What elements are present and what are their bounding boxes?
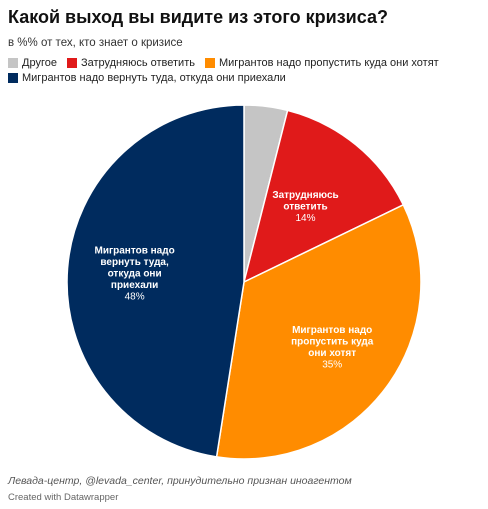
legend-label-let-through: Мигрантов надо пропустить куда они хотят [218, 57, 439, 69]
pie-label-undecided: Затрудняюсь ответить 14% [272, 190, 338, 224]
legend-label-undecided: Затрудняюсь ответить [80, 57, 195, 69]
legend-label-send-back: Мигрантов надо вернуть туда, откуда они … [22, 72, 286, 84]
credit-link[interactable]: Created with Datawrapper [8, 492, 119, 503]
legend-label-other: Другое [22, 57, 57, 69]
legend: Другое Затрудняюсь ответить Мигрантов на… [8, 56, 478, 86]
pie-slice-undecided [242, 109, 405, 284]
legend-swatch-other [8, 58, 18, 68]
legend-swatch-undecided [66, 58, 77, 68]
legend-item-let-through: Мигрантов надо пропустить куда они хотят [204, 56, 439, 70]
legend-swatch-send-back [8, 73, 18, 83]
legend-item-send-back: Мигрантов надо вернуть туда, откуда они … [8, 71, 286, 85]
pie-slice-let-through [215, 203, 422, 460]
legend-swatch-let-through [204, 58, 215, 68]
pie-label-send-back: Мигрантов надо вернуть туда, откуда они при… [94, 246, 174, 303]
source-note: Левада-центр, @levada_center, принудител… [8, 475, 352, 487]
chart-title: Какой выход вы видите из этого кризиса? [8, 7, 388, 27]
legend-item-other: Другое [8, 56, 57, 70]
legend-item-undecided: Затрудняюсь ответить [66, 56, 195, 70]
pie-label-send-back-value: 48% [125, 292, 145, 303]
pie-label-let-through: Мигрантов надо пропустить куда они хотят 35… [291, 325, 374, 371]
pie-slice-send-back [66, 104, 245, 458]
chart-subtitle: в %% от тех, кто знает о кризисе [8, 37, 183, 49]
pie-label-let-through-value: 35% [322, 360, 342, 371]
pie-label-undecided-value: 14% [295, 213, 315, 224]
